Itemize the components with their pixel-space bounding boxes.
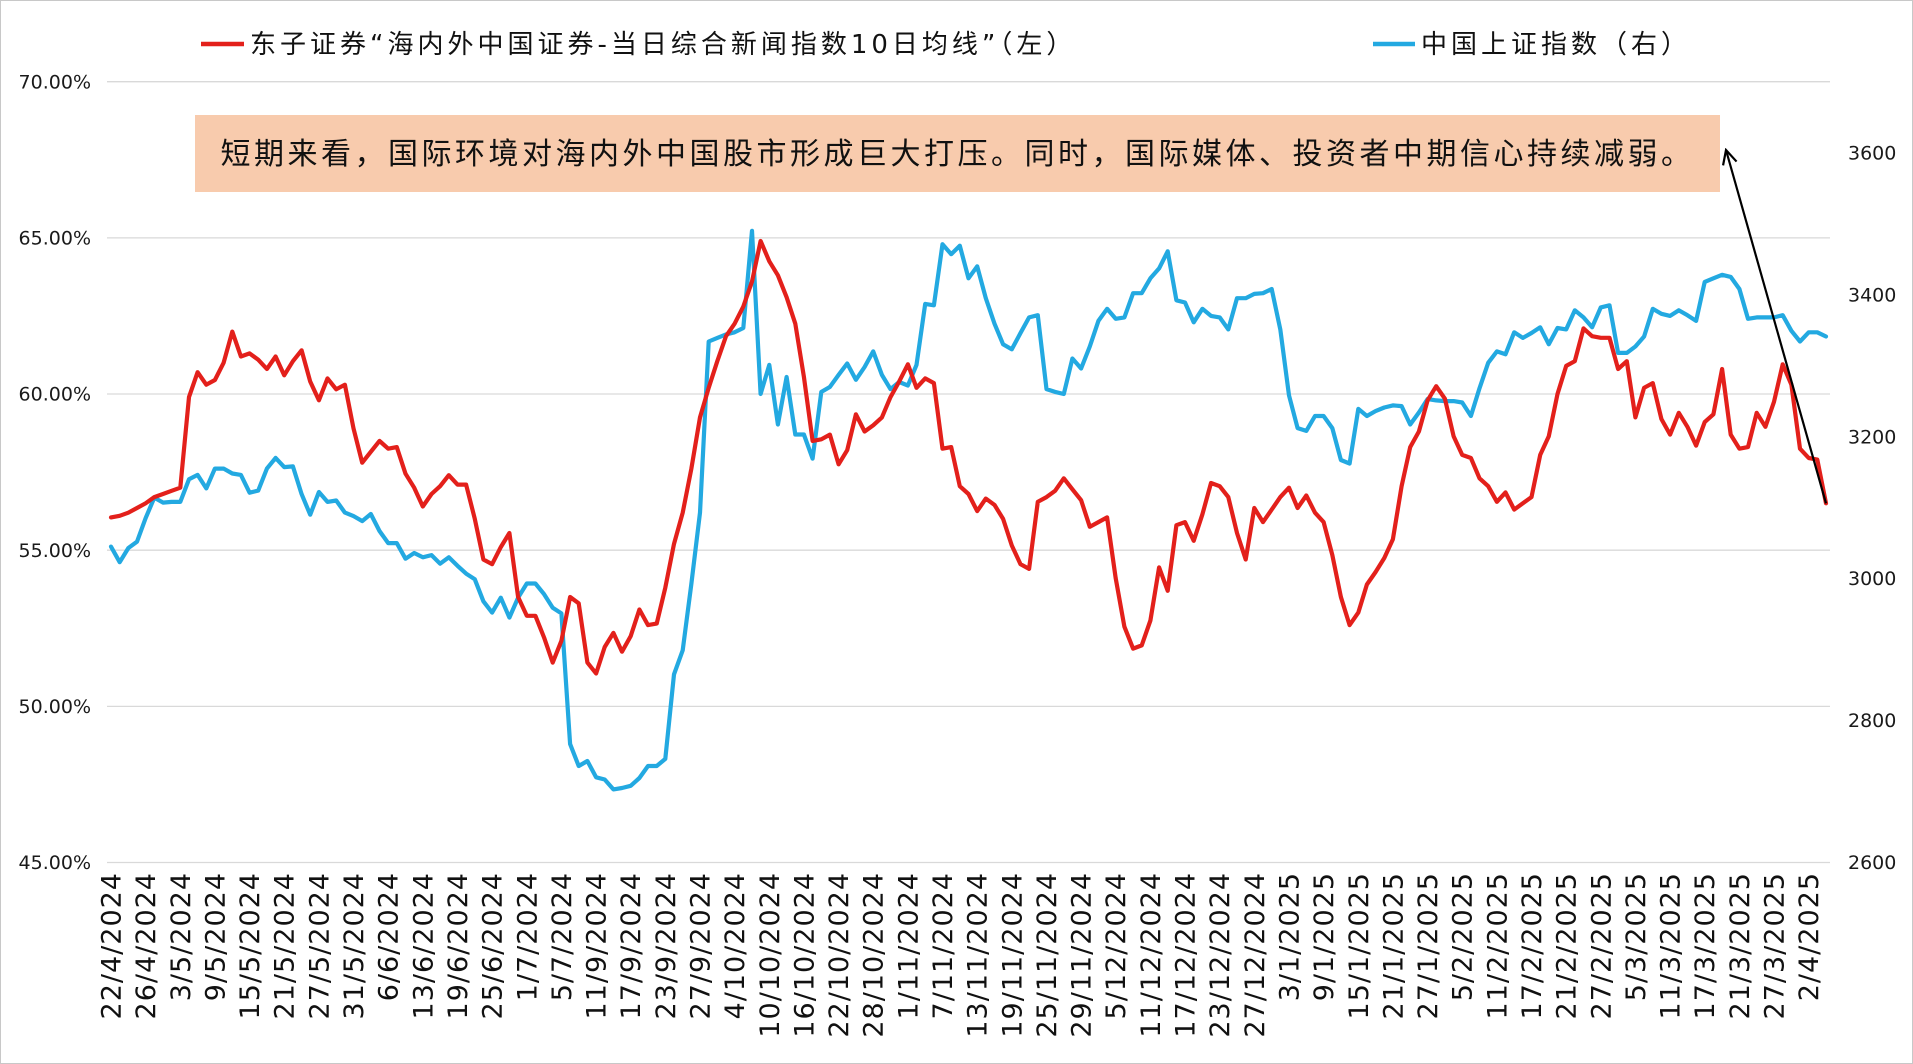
right-axis-tick-label: 3600 (1848, 142, 1896, 164)
x-axis-tick-label: 27/9/2024 (685, 872, 716, 1019)
annotation-box (195, 115, 1720, 192)
left-axis-tick-label: 60.00% (19, 384, 91, 406)
x-axis-tick-label: 11/3/2025 (1656, 872, 1687, 1019)
x-axis-tick-label: 2/4/2025 (1794, 872, 1825, 1001)
x-axis-tick-label: 22/10/2024 (824, 872, 855, 1038)
x-axis-tick-label: 23/12/2024 (1205, 872, 1236, 1038)
x-axis-tick-label: 5/3/2025 (1621, 872, 1652, 1001)
x-axis-tick-label: 5/12/2024 (1101, 872, 1132, 1019)
x-axis-tick-label: 25/6/2024 (478, 872, 509, 1019)
x-axis-tick-label: 7/11/2024 (928, 872, 959, 1019)
left-axis-tick-label: 70.00% (19, 71, 91, 93)
gridlines (107, 81, 1830, 864)
x-axis-tick-label: 9/5/2024 (200, 872, 231, 1001)
x-axis-tick-label: 1/11/2024 (893, 872, 924, 1019)
left-axis-tick-label: 65.00% (19, 228, 91, 250)
x-axis-tick-label: 5/2/2025 (1448, 872, 1479, 1001)
legend-label-news-index: 东子证券“海内外中国证券-当日综合新闻指数10日均线”（左） (250, 30, 1076, 60)
x-axis-tick-label: 19/6/2024 (443, 872, 474, 1019)
x-axis-tick-label: 9/1/2025 (1309, 872, 1340, 1001)
x-axis-tick-label: 22/4/2024 (96, 872, 127, 1019)
right-axis-tick-label: 2600 (1848, 852, 1896, 874)
x-axis-tick-label: 13/11/2024 (963, 872, 994, 1038)
x-axis-tick-label: 17/2/2025 (1517, 872, 1548, 1019)
x-axis-tick-label: 1/7/2024 (512, 872, 543, 1001)
series-line-news-index-10d-ma (108, 238, 1829, 676)
x-axis-tick-label: 21/3/2025 (1725, 872, 1756, 1019)
legend-label-shanghai-index: 中国上证指数（右） (1421, 30, 1691, 60)
right-axis-tick-label: 3000 (1848, 568, 1896, 590)
annotation-arrow (1726, 150, 1828, 504)
x-axis-tick-label: 11/9/2024 (582, 872, 613, 1019)
x-axis-tick-label: 10/10/2024 (755, 872, 786, 1038)
x-axis-tick-label: 17/12/2024 (1170, 872, 1201, 1038)
right-axis: 3600 3400 3200 3000 2800 2600 (1848, 142, 1896, 874)
annotation-text: 短期来看，国际环境对海内外中国股市形成巨大打压。同时，国际媒体、投资者中期信心持… (221, 137, 1695, 172)
x-axis: 22/4/2024 26/4/2024 3/5/2024 9/5/2024 15/5/2… (96, 872, 1825, 1038)
x-axis-tick-label: 4/10/2024 (720, 872, 751, 1019)
x-axis-tick-label: 3/5/2024 (166, 872, 197, 1001)
x-axis-tick-label: 17/9/2024 (616, 872, 647, 1019)
left-axis-tick-label: 55.00% (19, 540, 91, 562)
x-axis-tick-label: 21/5/2024 (270, 872, 301, 1019)
x-axis-tick-label: 11/2/2025 (1482, 872, 1513, 1019)
x-axis-tick-label: 15/1/2025 (1344, 872, 1375, 1019)
x-axis-tick-label: 16/10/2024 (789, 872, 820, 1038)
x-axis-tick-label: 27/2/2025 (1586, 872, 1617, 1019)
x-axis-tick-label: 29/11/2024 (1067, 872, 1098, 1038)
x-axis-tick-label: 5/7/2024 (547, 872, 578, 1001)
x-axis-tick-label: 3/1/2025 (1274, 872, 1305, 1001)
x-axis-tick-label: 27/5/2024 (304, 872, 335, 1019)
x-axis-tick-label: 21/2/2025 (1552, 872, 1583, 1019)
x-axis-tick-label: 19/11/2024 (997, 872, 1028, 1038)
x-axis-tick-label: 13/6/2024 (408, 872, 439, 1019)
x-axis-tick-label: 15/5/2024 (235, 872, 266, 1019)
annotation: 短期来看，国际环境对海内外中国股市形成巨大打压。同时，国际媒体、投资者中期信心持… (195, 115, 1720, 192)
x-axis-tick-label: 6/6/2024 (374, 872, 405, 1001)
series-line-shanghai-index (108, 228, 1829, 792)
right-axis-tick-label: 3400 (1848, 284, 1896, 306)
legend: 东子证券“海内外中国证券-当日综合新闻指数10日均线”（左） 中国上证指数（右） (201, 30, 1691, 60)
x-axis-tick-label: 11/12/2024 (1136, 872, 1167, 1038)
left-axis-tick-label: 50.00% (19, 696, 91, 718)
x-axis-tick-label: 25/11/2024 (1032, 872, 1063, 1038)
x-axis-tick-label: 26/4/2024 (131, 872, 162, 1019)
x-axis-tick-label: 31/5/2024 (339, 872, 370, 1019)
x-axis-tick-label: 27/3/2025 (1759, 872, 1790, 1019)
x-axis-tick-label: 27/1/2025 (1413, 872, 1444, 1019)
x-axis-tick-label: 27/12/2024 (1240, 872, 1271, 1038)
right-axis-tick-label: 2800 (1848, 710, 1896, 732)
x-axis-tick-label: 28/10/2024 (859, 872, 890, 1038)
x-axis-tick-label: 21/1/2025 (1378, 872, 1409, 1019)
x-axis-tick-label: 17/3/2025 (1690, 872, 1721, 1019)
left-axis: 70.00% 65.00% 60.00% 55.00% 50.00% 45.00% (19, 71, 91, 874)
right-axis-tick-label: 3200 (1848, 426, 1896, 448)
left-axis-tick-label: 45.00% (19, 852, 91, 874)
x-axis-tick-label: 23/9/2024 (651, 872, 682, 1019)
